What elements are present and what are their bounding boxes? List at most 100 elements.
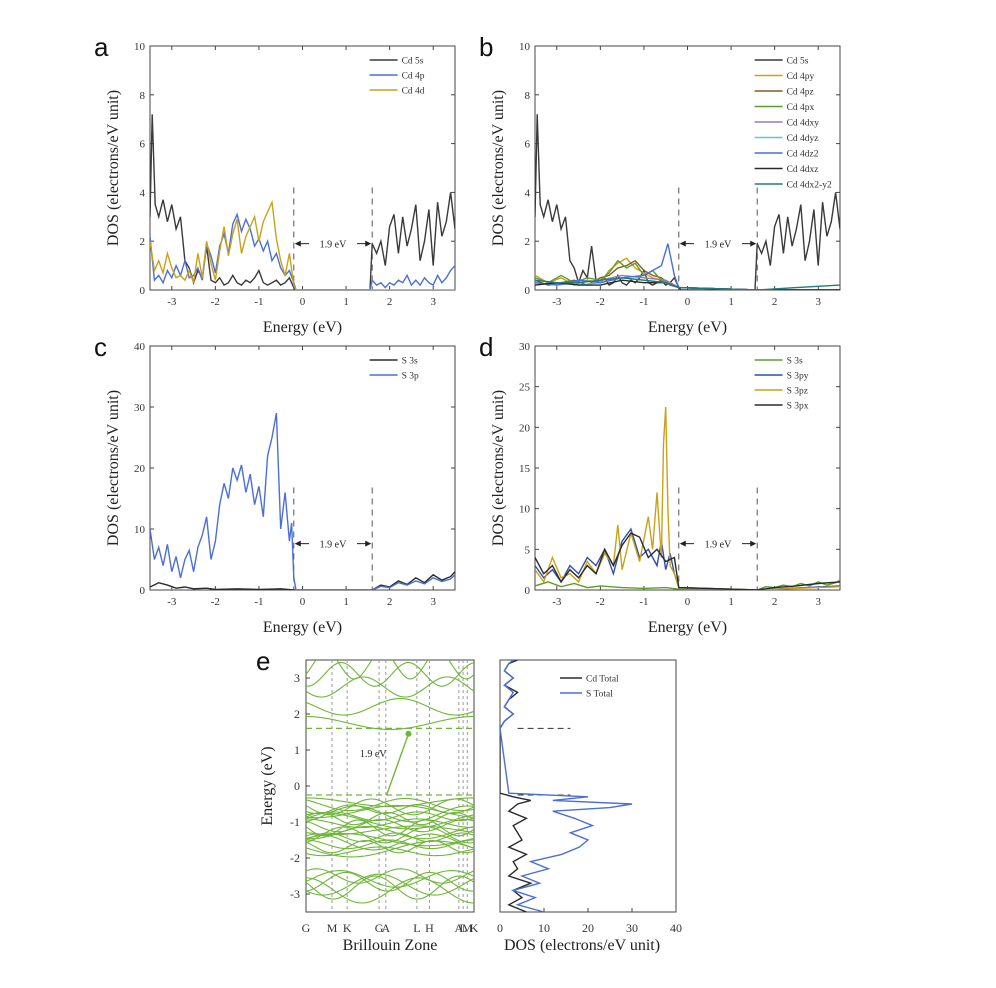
x-tick-label: 2	[772, 296, 778, 308]
gap-label: 1.9 eV	[320, 240, 347, 251]
band-line	[306, 797, 474, 812]
band-line	[306, 697, 474, 716]
y-tick-label: 25	[519, 382, 531, 394]
y-tick-label: 20	[134, 463, 146, 475]
x-tick-label: -1	[639, 596, 648, 608]
y-tick-label: 4	[525, 187, 531, 199]
y-tick-label: 30	[134, 402, 146, 414]
band-line	[306, 839, 474, 850]
legend-entry: Cd 4py	[787, 72, 815, 82]
x-tick-label: -2	[211, 596, 220, 608]
x-axis-label: Energy (eV)	[263, 619, 342, 636]
panel-label: e	[256, 646, 270, 676]
y-tick-label: 2	[525, 236, 531, 248]
y-tick-label: 0	[525, 285, 531, 297]
band-line	[306, 818, 474, 829]
kpoint-label: L	[459, 921, 466, 935]
legend-entry: Cd 5s	[787, 57, 809, 67]
gap-arrowhead-left	[294, 240, 301, 247]
legend-entry: S 3s	[402, 357, 418, 367]
y-tick-label: 3	[294, 671, 300, 685]
y-axis-label: DOS (electrons/eV unit)	[490, 90, 507, 246]
y-tick-label: 5	[525, 544, 531, 556]
band-line	[306, 846, 474, 857]
series-line-cd-5s	[535, 114, 840, 290]
y-tick-label: 10	[519, 504, 531, 516]
kpoint-label: H	[425, 921, 434, 935]
kpoint-label: A	[455, 921, 464, 935]
band-line	[306, 660, 474, 680]
y-tick-label: -2	[290, 851, 300, 865]
legend-entry: Cd 4dxy	[787, 119, 820, 129]
x-tick-label: 1	[728, 296, 734, 308]
legend-entry: Cd 4d	[402, 87, 425, 97]
x-tick-label: 0	[497, 921, 503, 935]
y-tick-label: 6	[140, 139, 146, 151]
y-tick-label: 20	[519, 422, 531, 434]
x-tick-label: 0	[685, 596, 691, 608]
panel-label: b	[479, 32, 493, 62]
legend-entry: S 3py	[787, 372, 809, 382]
band-line	[306, 819, 474, 837]
y-tick-label: 30	[519, 341, 531, 353]
x-tick-label: -2	[211, 296, 220, 308]
band-line	[306, 833, 474, 851]
legend-entry: Cd 4px	[787, 103, 815, 113]
x-tick-label: -1	[254, 296, 263, 308]
band-line	[306, 875, 474, 900]
series-line-cd-4p	[150, 212, 455, 290]
x-tick-label: 0	[300, 296, 306, 308]
series-line-cd-4d	[150, 199, 455, 290]
band-line	[306, 826, 474, 844]
y-tick-label: 8	[525, 90, 531, 102]
gap-arrowhead-right	[365, 240, 372, 247]
x-tick-label: 2	[772, 596, 778, 608]
legend-entry: S 3px	[787, 402, 809, 412]
x-tick-label: -3	[552, 296, 562, 308]
kpoint-label: K	[470, 921, 479, 935]
y-tick-label: 0	[525, 585, 531, 597]
legend-entry: S 3p	[402, 372, 419, 382]
y-axis-label: Energy (eV)	[259, 746, 276, 825]
x-tick-label: 20	[582, 921, 594, 935]
kpoint-label: M	[327, 921, 338, 935]
band-line	[306, 877, 474, 904]
legend-entry: S 3s	[787, 357, 803, 367]
kpoint-label: G	[302, 921, 311, 935]
y-tick-label: 40	[134, 341, 146, 353]
x-tick-label: 3	[430, 296, 436, 308]
kpoint-label: A	[381, 921, 390, 935]
x-tick-label: 10	[538, 921, 550, 935]
gap-arrowhead-left	[679, 240, 686, 247]
y-tick-label: 0	[294, 779, 300, 793]
legend-entry: Cd Total	[586, 675, 619, 685]
y-axis-label: DOS (electrons/eV unit)	[105, 390, 122, 546]
legend-entry: Cd 4p	[402, 72, 425, 82]
y-axis-label: DOS (electrons/eV unit)	[105, 90, 122, 246]
legend-entry: Cd 4dxz	[787, 165, 819, 175]
gap-label: 1.9 eV	[360, 749, 387, 760]
y-tick-label: -1	[290, 815, 300, 829]
y-axis-label: DOS (electrons/eV unit)	[490, 390, 507, 546]
x-tick-label: 2	[387, 596, 393, 608]
band-line	[306, 715, 474, 731]
x-tick-label: 1	[728, 596, 734, 608]
panel-b: -3 -2 -1 0 1 2 3 0 2 4 6 8 10 1.9 eV Cd 5s Cd 4py Cd 4pz…	[479, 32, 841, 336]
band-line	[306, 818, 474, 833]
series-line-s-total	[500, 660, 633, 912]
series-line-cd-5s	[150, 114, 455, 290]
kpoint-label: K	[343, 921, 352, 935]
x-axis-label: Energy (eV)	[648, 319, 727, 336]
y-tick-label: 0	[140, 585, 146, 597]
legend-entry: Cd 4dx2-y2	[787, 181, 832, 191]
gap-label: 1.9 eV	[320, 540, 347, 551]
band-line	[306, 870, 474, 888]
x-tick-label: 1	[343, 296, 349, 308]
panel-label: d	[479, 332, 493, 362]
x-tick-label: 1	[343, 596, 349, 608]
kpoint-label: G	[375, 921, 384, 935]
y-tick-label: 0	[140, 285, 146, 297]
